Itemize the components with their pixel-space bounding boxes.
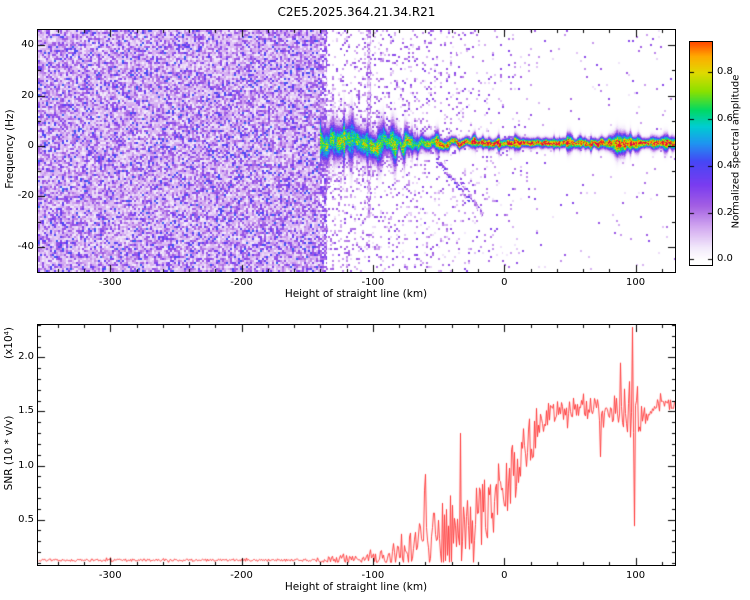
spectrogram-canvas bbox=[37, 29, 676, 273]
tick-label: 40 bbox=[21, 39, 34, 51]
colorbar-label: Normalized spectral amplitude bbox=[730, 74, 742, 229]
tick-label: 0.0 bbox=[717, 253, 733, 264]
tick-label: 2.0 bbox=[18, 351, 34, 363]
tick-label: 0.6 bbox=[717, 113, 733, 124]
tick-label: 0.8 bbox=[717, 66, 733, 77]
tick-label: 0 bbox=[501, 570, 508, 581]
tick-label: 100 bbox=[626, 277, 646, 288]
tick-label: 0.4 bbox=[717, 160, 733, 171]
tick-label: -100 bbox=[361, 277, 385, 288]
snr-scale-label: (x10⁴) bbox=[3, 327, 15, 359]
tick-label: 0 bbox=[27, 139, 34, 151]
tick-label: -300 bbox=[98, 277, 122, 288]
tick-label: -200 bbox=[230, 570, 253, 581]
snr-canvas bbox=[37, 324, 676, 566]
tick-label: 0.5 bbox=[18, 513, 34, 525]
tick-label: -200 bbox=[230, 277, 253, 288]
spectrogram-x-axis-label: Height of straight line (km) bbox=[284, 288, 428, 300]
tick-label: 100 bbox=[626, 570, 646, 581]
tick-label: 1.0 bbox=[18, 459, 34, 471]
figure-title: C2E5.2025.364.21.34.R21 bbox=[277, 5, 436, 19]
tick-label: 20 bbox=[21, 89, 34, 101]
tick-label: -20 bbox=[17, 190, 34, 202]
tick-label: -100 bbox=[361, 570, 385, 581]
tick-label: 0.2 bbox=[717, 207, 733, 218]
tick-label: -300 bbox=[98, 570, 122, 581]
tick-label: 0 bbox=[501, 277, 508, 288]
tick-label: -40 bbox=[17, 240, 34, 252]
colorbar-canvas bbox=[689, 41, 713, 266]
tick-label: 1.5 bbox=[18, 405, 34, 417]
snr-x-axis-label: Height of straight line (km) bbox=[284, 581, 428, 593]
